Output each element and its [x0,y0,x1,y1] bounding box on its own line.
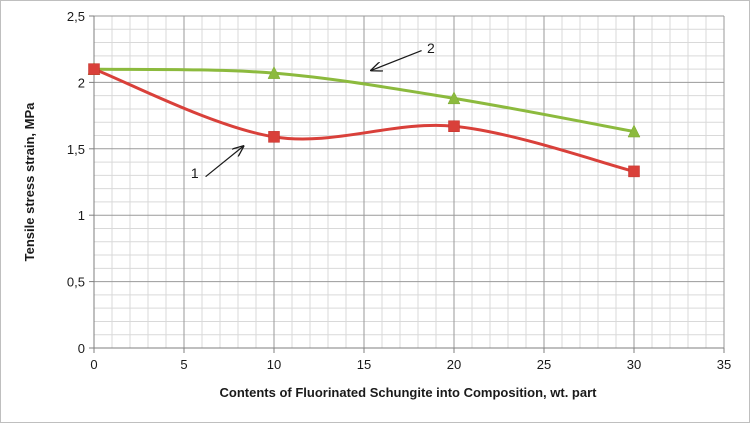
series-layer [87,62,641,178]
y-tick-label: 2,5 [67,9,85,24]
x-tick-label: 35 [717,357,731,372]
major-grid [94,15,725,348]
series-1 [88,63,640,178]
x-tick-label: 15 [357,357,371,372]
annotation-1-arrow [205,146,244,178]
x-tick-label: 25 [537,357,551,372]
series-1-square-marker [628,165,640,178]
series-2-triangle-marker [447,91,461,105]
annotation-1-label: 1 [191,165,199,181]
x-tick-label: 5 [180,357,187,372]
series-2-triangle-marker [267,66,281,79]
y-tick-label: 2 [78,75,85,90]
annotation-layer: 12 [191,40,435,181]
series-1-line [93,67,635,173]
series-1-square-marker [268,131,280,143]
series-1-square-marker [88,63,100,75]
y-tick-label: 1 [78,208,85,223]
x-axis-ticks: 0 5 10 15 20 25 30 35 [90,357,731,372]
x-tick-label: 30 [627,357,641,372]
y-tick-label: 0 [78,341,85,356]
x-tick-label: 20 [447,357,461,372]
y-axis-title: Tensile stress strain, MPa [22,102,37,261]
series-2-triangle-marker [627,124,641,138]
y-axis-ticks: 0 0,5 1 1,5 2 2,5 [67,9,85,356]
y-tick-label: 0,5 [67,275,85,290]
minor-grid [94,16,724,348]
y-tick-label: 1,5 [67,142,85,157]
x-axis-title: Contents of Fluorinated Schungite into C… [220,385,598,400]
x-tick-label: 10 [267,357,281,372]
x-tick-label: 0 [90,357,97,372]
series-1-square-marker [448,120,460,132]
annotation-2-arrow [371,49,422,71]
annotation-2-label: 2 [427,40,435,56]
series-2-line [93,67,635,134]
